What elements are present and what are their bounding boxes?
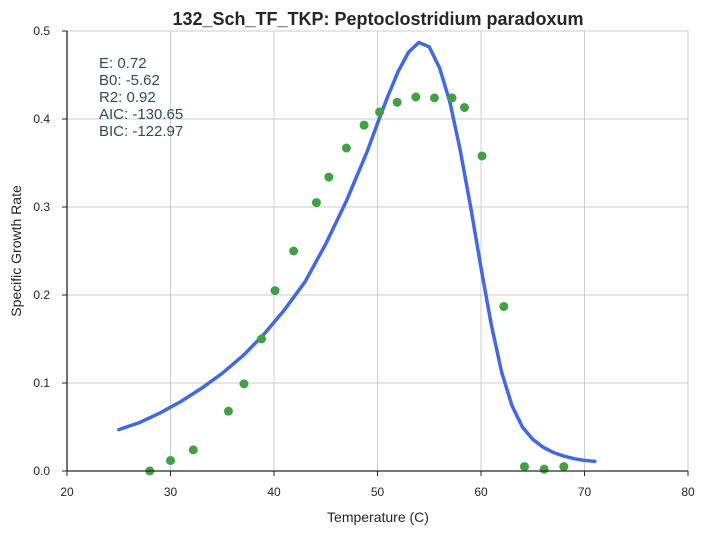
data-point — [341, 143, 351, 153]
data-point — [459, 103, 469, 113]
data-point — [411, 92, 421, 102]
stat-line: BIC: -122.97 — [99, 123, 183, 140]
y-tick-label: 0.2 — [33, 288, 50, 302]
stat-line: R2: 0.92 — [99, 89, 156, 106]
x-axis-label: Temperature (C) — [327, 509, 429, 525]
data-point — [429, 93, 439, 103]
data-point — [539, 464, 549, 474]
data-point — [359, 120, 369, 130]
x-tick-label: 80 — [681, 485, 695, 499]
axes — [62, 30, 689, 476]
stat-line: AIC: -130.65 — [99, 106, 183, 123]
x-tick-label: 60 — [474, 485, 488, 499]
tick-labels: 20 30 40 50 60 70 80 0.0 0.1 0.2 0.3 0.4 0.5 — [33, 24, 695, 499]
y-tick-label: 0.0 — [33, 464, 50, 478]
x-tick-label: 50 — [371, 485, 385, 499]
data-point — [519, 462, 529, 472]
data-point — [477, 151, 487, 161]
data-point — [311, 198, 321, 208]
x-tick-label: 70 — [578, 485, 592, 499]
y-tick-label: 0.3 — [33, 200, 50, 214]
x-tick-label: 20 — [60, 485, 74, 499]
data-points-layer — [145, 92, 569, 476]
data-point — [270, 286, 280, 296]
chart-title: 132_Sch_TF_TKP: Peptoclostridium paradox… — [172, 9, 583, 29]
y-tick-label: 0.4 — [33, 112, 50, 126]
y-tick-label: 0.5 — [33, 24, 50, 38]
data-point — [559, 462, 569, 472]
data-point — [188, 445, 198, 455]
stat-line: B0: -5.62 — [99, 72, 160, 89]
grid — [67, 30, 689, 471]
x-tick-label: 40 — [267, 485, 281, 499]
x-tick-label: 30 — [164, 485, 178, 499]
data-point — [289, 246, 299, 256]
data-point — [223, 406, 233, 416]
data-point — [392, 97, 402, 107]
data-point — [239, 379, 249, 389]
stat-line: E: 0.72 — [99, 55, 147, 72]
fit-curve — [117, 40, 597, 464]
data-point — [166, 455, 175, 465]
data-point — [257, 334, 267, 344]
y-tick-label: 0.1 — [33, 376, 50, 390]
data-point — [499, 301, 509, 311]
data-point — [324, 172, 334, 182]
fit-curve-layer — [117, 40, 597, 464]
y-axis-label: Specific Growth Rate — [8, 185, 24, 317]
data-point — [447, 93, 457, 103]
data-point — [375, 107, 385, 117]
